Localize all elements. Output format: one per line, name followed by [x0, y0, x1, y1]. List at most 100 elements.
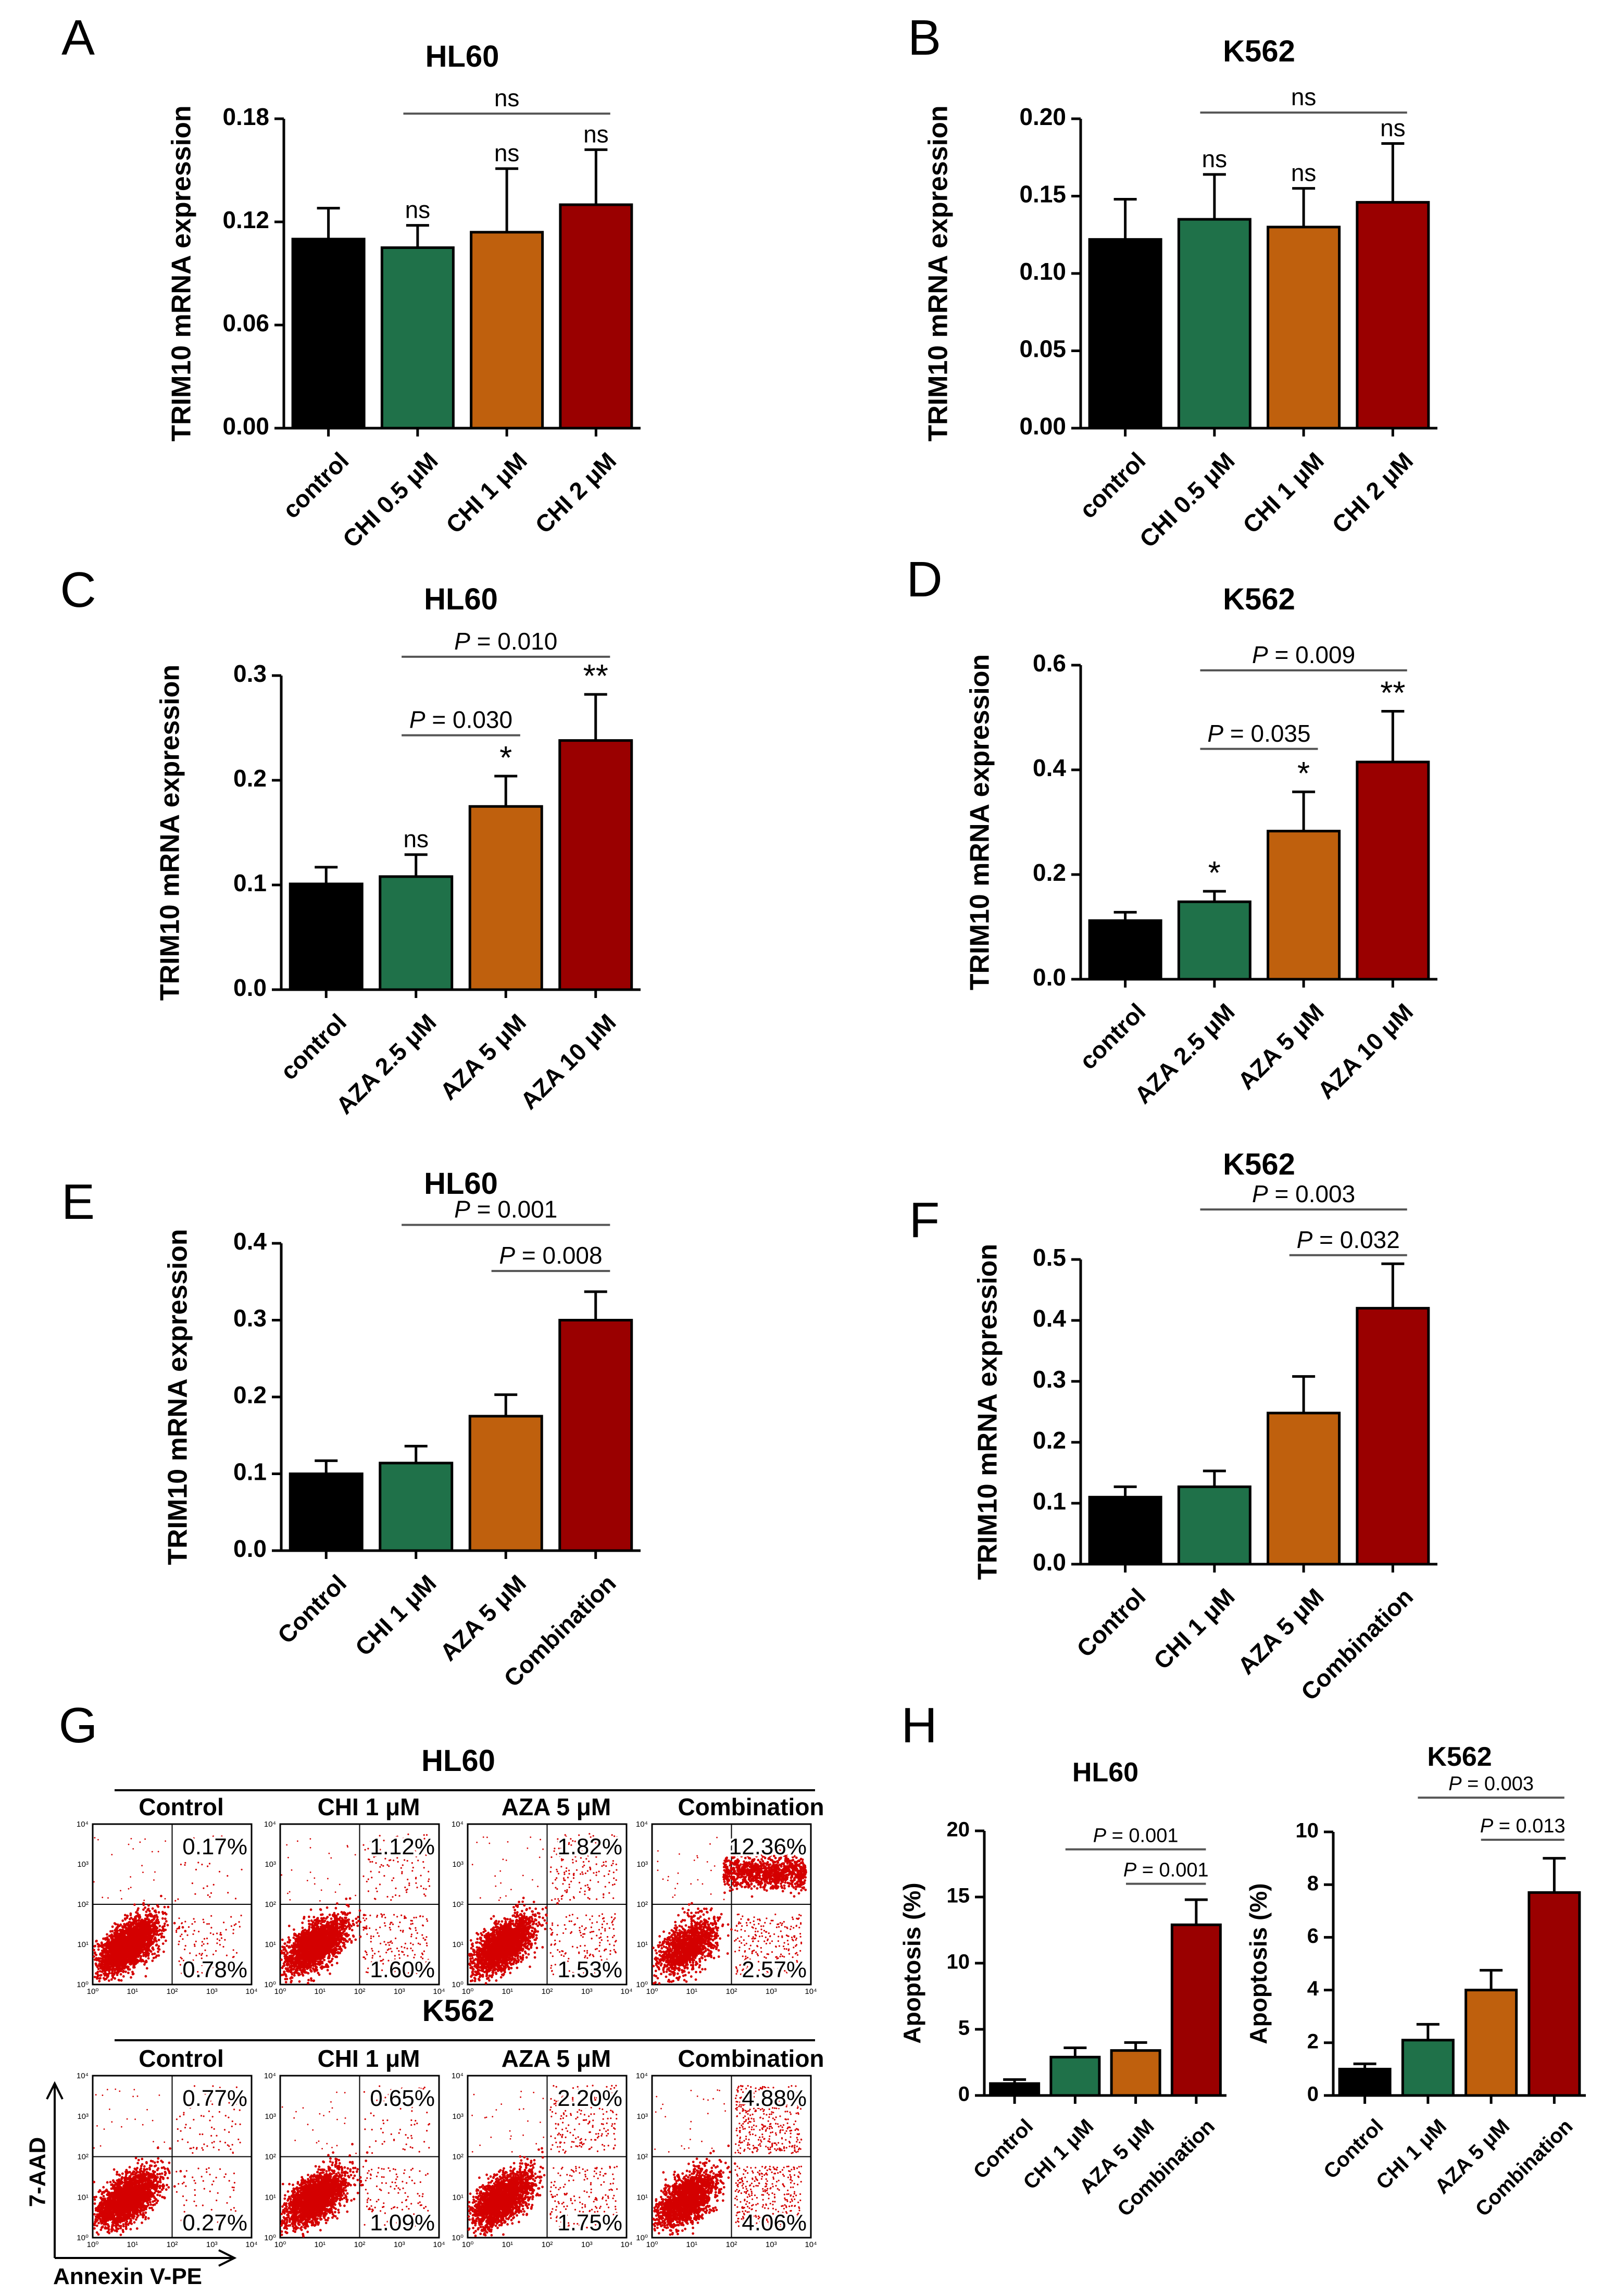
event-dot — [315, 1966, 318, 1969]
event-dot — [106, 1933, 108, 1936]
event-dot — [348, 1927, 351, 1930]
event-dot — [156, 1916, 159, 1919]
p-value-text: = 0.013 — [1493, 1815, 1565, 1837]
event-dot — [157, 1947, 159, 1950]
event-dot — [130, 1876, 132, 1878]
event-dot — [96, 1957, 98, 1960]
significance-mark: * — [1208, 855, 1221, 891]
event-dot — [201, 1953, 203, 1955]
event-dot — [134, 1958, 137, 1962]
event-dot — [99, 1953, 102, 1956]
y-log-tick-label: 10² — [265, 1900, 276, 1909]
event-dot — [209, 1896, 211, 1898]
x-tick-label: control — [1074, 998, 1150, 1075]
p-value-text: = 0.008 — [515, 1242, 603, 1269]
event-dot — [335, 1962, 339, 1965]
event-dot — [227, 1875, 229, 1877]
event-dot — [348, 1897, 352, 1900]
event-dot — [355, 1917, 358, 1920]
event-dot — [219, 1944, 221, 1946]
event-dot — [232, 1932, 234, 1935]
p-value-text: = 0.001 — [470, 1196, 558, 1223]
event-dot — [137, 1954, 141, 1957]
event-dot — [203, 1887, 205, 1889]
event-dot — [132, 1964, 135, 1967]
event-dot — [176, 1929, 178, 1931]
event-dot — [148, 1923, 151, 1926]
p-symbol: P — [1252, 1180, 1268, 1207]
event-dot — [350, 1925, 353, 1928]
event-dot — [112, 1941, 115, 1944]
event-dot — [296, 1971, 299, 1975]
event-dot — [151, 1960, 154, 1962]
event-dot — [345, 1898, 348, 1900]
event-dot — [136, 1912, 139, 1915]
y-tick-label: 0.18 — [222, 103, 269, 130]
x-tick-label: AZA 10 μM — [1312, 998, 1419, 1104]
event-dot — [325, 1906, 329, 1909]
event-dot — [137, 1919, 140, 1922]
bar — [1401, 2039, 1455, 2097]
event-dot — [145, 1954, 148, 1957]
event-dot — [127, 1923, 130, 1926]
event-dot — [141, 1925, 144, 1928]
y-tick-label: 0.0 — [233, 1535, 267, 1562]
event-dot — [141, 1865, 143, 1867]
event-dot — [173, 1921, 176, 1925]
event-dot — [114, 1923, 117, 1926]
event-dot — [111, 1946, 115, 1950]
y-axis-title: TRIM10 mRNA expression — [167, 105, 197, 441]
x-tick-label: Control — [1071, 1583, 1150, 1662]
p-symbol: P — [454, 628, 470, 655]
significance-mark: ns — [405, 196, 431, 223]
event-dot — [355, 1921, 358, 1924]
event-dot — [157, 1950, 159, 1953]
event-dot — [130, 1838, 132, 1840]
event-dot — [139, 1932, 142, 1935]
event-dot — [93, 1949, 95, 1952]
event-dot — [143, 1900, 145, 1901]
comparison-label: P = 0.003 — [1448, 1773, 1534, 1795]
event-dot — [194, 1921, 196, 1923]
y-tick-label: 15 — [947, 1885, 970, 1907]
event-dot — [127, 1965, 130, 1968]
event-dot — [153, 1952, 156, 1955]
event-dot — [235, 1923, 237, 1925]
event-dot — [154, 1930, 157, 1933]
x-log-tick-label: 10¹ — [127, 1987, 138, 1996]
event-dot — [151, 1851, 153, 1853]
y-axis-title: Apoptosis (%) — [1245, 1883, 1272, 2044]
bar — [1267, 1412, 1341, 1566]
y-tick-label: 0.00 — [222, 413, 269, 440]
comparison-label: ns — [1291, 83, 1317, 110]
event-dot — [96, 1942, 99, 1945]
bar — [380, 246, 455, 430]
event-dot — [120, 1890, 121, 1892]
event-dot — [102, 1943, 105, 1946]
event-dot — [341, 1934, 343, 1937]
event-dot — [339, 1945, 342, 1948]
event-dot — [156, 1926, 159, 1929]
event-dot — [123, 1957, 127, 1960]
event-dot — [218, 1870, 221, 1873]
event-dot — [93, 1955, 95, 1958]
event-dot — [344, 1916, 347, 1919]
event-dot — [129, 1925, 132, 1928]
event-dot — [280, 1958, 283, 1961]
event-dot — [283, 1942, 286, 1945]
bar — [1356, 201, 1430, 430]
event-dot — [145, 1967, 148, 1970]
event-dot — [118, 1969, 121, 1973]
event-dot — [287, 1925, 291, 1927]
event-dot — [152, 1941, 155, 1944]
event-dot — [145, 1961, 148, 1964]
panel-label: F — [909, 1192, 940, 1248]
x-log-tick-label: 10² — [167, 1987, 178, 1996]
event-dot — [284, 1978, 287, 1981]
event-dot — [151, 1953, 154, 1956]
event-dot — [137, 1907, 140, 1910]
y-log-tick-label: 10³ — [265, 1860, 276, 1869]
p-value-text: = 0.009 — [1268, 641, 1356, 668]
event-dot — [132, 1938, 134, 1941]
